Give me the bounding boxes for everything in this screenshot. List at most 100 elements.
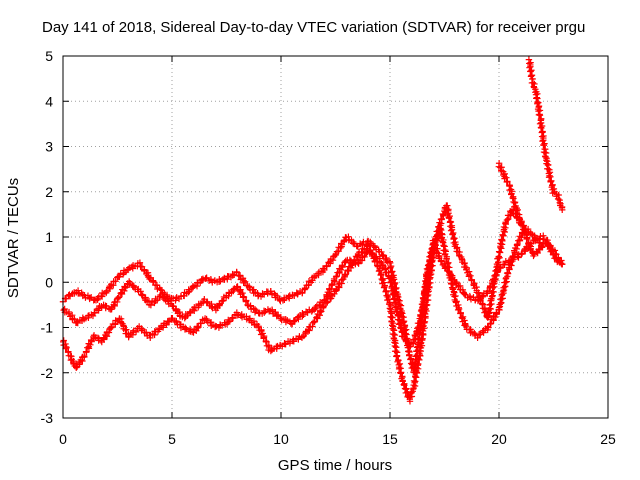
y-tick-label: -1 <box>41 320 54 336</box>
data-point <box>146 275 153 283</box>
y-tick-label: 3 <box>45 139 53 155</box>
data-point <box>414 325 421 332</box>
data-point <box>548 247 555 254</box>
data-point <box>182 324 189 331</box>
data-point <box>386 305 394 312</box>
x-tick-label: 5 <box>168 431 176 447</box>
data-point <box>475 331 483 339</box>
y-tick-label: -2 <box>41 365 54 381</box>
axis-ticks: 0 5 10 15 20 25 -3 -2 -1 0 1 2 3 4 5 <box>41 48 616 447</box>
data-point <box>65 310 73 317</box>
data-point <box>142 329 150 336</box>
data-point <box>350 256 358 264</box>
data-point <box>105 284 113 291</box>
data-point <box>377 271 384 279</box>
data-point <box>417 340 425 347</box>
data-point <box>492 267 499 275</box>
data-point <box>321 266 328 274</box>
data-point <box>301 285 309 293</box>
data-point <box>397 370 405 377</box>
data-point <box>173 317 180 325</box>
data-point <box>485 324 492 331</box>
data-point <box>373 262 381 269</box>
data-point <box>442 250 449 258</box>
data-point <box>492 313 499 321</box>
data-point <box>521 246 528 254</box>
data-point <box>327 291 335 299</box>
data-point <box>261 309 268 316</box>
data-point <box>273 312 280 320</box>
data-point <box>439 238 446 245</box>
data-point <box>550 185 558 193</box>
data-point <box>523 235 531 242</box>
data-point <box>461 322 468 329</box>
series-track-5 <box>525 56 566 214</box>
data-point <box>448 276 456 283</box>
data-point <box>407 356 414 363</box>
data-point <box>335 280 342 288</box>
data-point <box>504 269 511 276</box>
data-point <box>425 275 433 283</box>
data-point <box>508 190 515 197</box>
y-tick-label: 4 <box>45 93 53 109</box>
data-point <box>233 268 240 276</box>
data-point <box>240 293 248 301</box>
data-point <box>513 241 521 248</box>
data-point <box>225 316 232 324</box>
data-point <box>487 305 494 313</box>
data-point <box>229 272 236 279</box>
data-point <box>64 349 72 356</box>
data-point <box>354 252 362 259</box>
data-point <box>122 284 129 291</box>
data-point <box>422 306 429 313</box>
data-point <box>447 223 454 230</box>
data-point <box>536 112 544 119</box>
data-point <box>502 220 509 227</box>
data-point <box>267 347 275 355</box>
x-tick-label: 20 <box>491 431 507 447</box>
data-point <box>423 292 431 300</box>
data-point <box>376 267 383 274</box>
data-point <box>312 305 319 312</box>
data-point <box>137 288 144 295</box>
data-point <box>490 288 497 296</box>
data-point <box>318 308 325 315</box>
data-point <box>413 328 420 336</box>
data-point <box>497 264 504 272</box>
data-point <box>309 319 317 327</box>
data-point <box>495 304 503 311</box>
x-tick-label: 10 <box>273 431 289 447</box>
data-point <box>487 320 494 327</box>
data-point <box>197 319 205 327</box>
data-point <box>323 262 330 269</box>
data-point <box>501 261 508 268</box>
data-point <box>82 348 90 355</box>
data-point <box>534 249 541 257</box>
data-point <box>277 313 284 321</box>
data-point <box>391 331 399 339</box>
data-point <box>477 296 484 304</box>
data-point <box>63 344 70 352</box>
data-point <box>255 323 262 330</box>
series-track-4 <box>495 160 566 268</box>
data-point <box>479 301 486 308</box>
data-point <box>361 253 368 261</box>
data-point <box>245 283 253 290</box>
series-track-2 <box>60 202 524 350</box>
data-point <box>462 321 469 328</box>
data-point <box>549 251 557 258</box>
data-point <box>81 352 88 360</box>
data-point <box>451 235 458 242</box>
data-point <box>73 364 80 371</box>
chart-title: Day 141 of 2018, Sidereal Day-to-day VTE… <box>42 19 585 36</box>
data-point <box>474 334 481 342</box>
series-track-3 <box>60 225 546 405</box>
data-point <box>538 244 546 251</box>
data-point <box>406 351 413 358</box>
data-point <box>445 268 452 275</box>
y-tick-label: 1 <box>45 229 53 245</box>
data-point <box>203 315 210 323</box>
data-point <box>457 310 464 317</box>
data-point <box>339 262 346 270</box>
y-tick-label: -3 <box>41 410 54 426</box>
